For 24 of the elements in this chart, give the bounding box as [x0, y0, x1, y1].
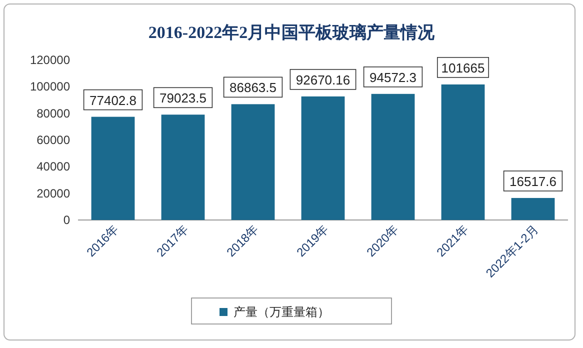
- bar: [371, 94, 415, 220]
- bar: [161, 114, 205, 220]
- bar: [441, 84, 485, 220]
- chart-title: 2016-2022年2月中国平板玻璃产量情况: [148, 23, 436, 42]
- data-label: 79023.5: [160, 90, 206, 106]
- y-tick-label: 0: [63, 213, 70, 227]
- y-tick-label: 120000: [30, 53, 70, 67]
- y-tick-label: 20000: [36, 186, 70, 200]
- bar: [231, 104, 275, 220]
- data-label: 86863.5: [230, 80, 276, 96]
- legend-label: 产量（万重量箱）: [234, 305, 330, 319]
- data-label: 16517.6: [510, 174, 556, 189]
- y-tick-label: 60000: [36, 133, 70, 147]
- bar: [511, 198, 555, 220]
- y-tick-label: 100000: [30, 80, 70, 94]
- data-label: 94572.3: [370, 70, 416, 85]
- y-tick-label: 80000: [36, 106, 70, 120]
- data-label: 77402.8: [90, 92, 136, 108]
- data-label: 92670.16: [296, 72, 350, 88]
- data-label: 101665: [441, 60, 485, 76]
- bar: [301, 96, 345, 220]
- bar: [91, 116, 135, 220]
- 产量（万重量箱）: 77402.8 79023.5 86863.5 92670.16 94572.3 101665 16517.6: [83, 57, 563, 220]
- y-tick-label: 40000: [36, 160, 70, 174]
